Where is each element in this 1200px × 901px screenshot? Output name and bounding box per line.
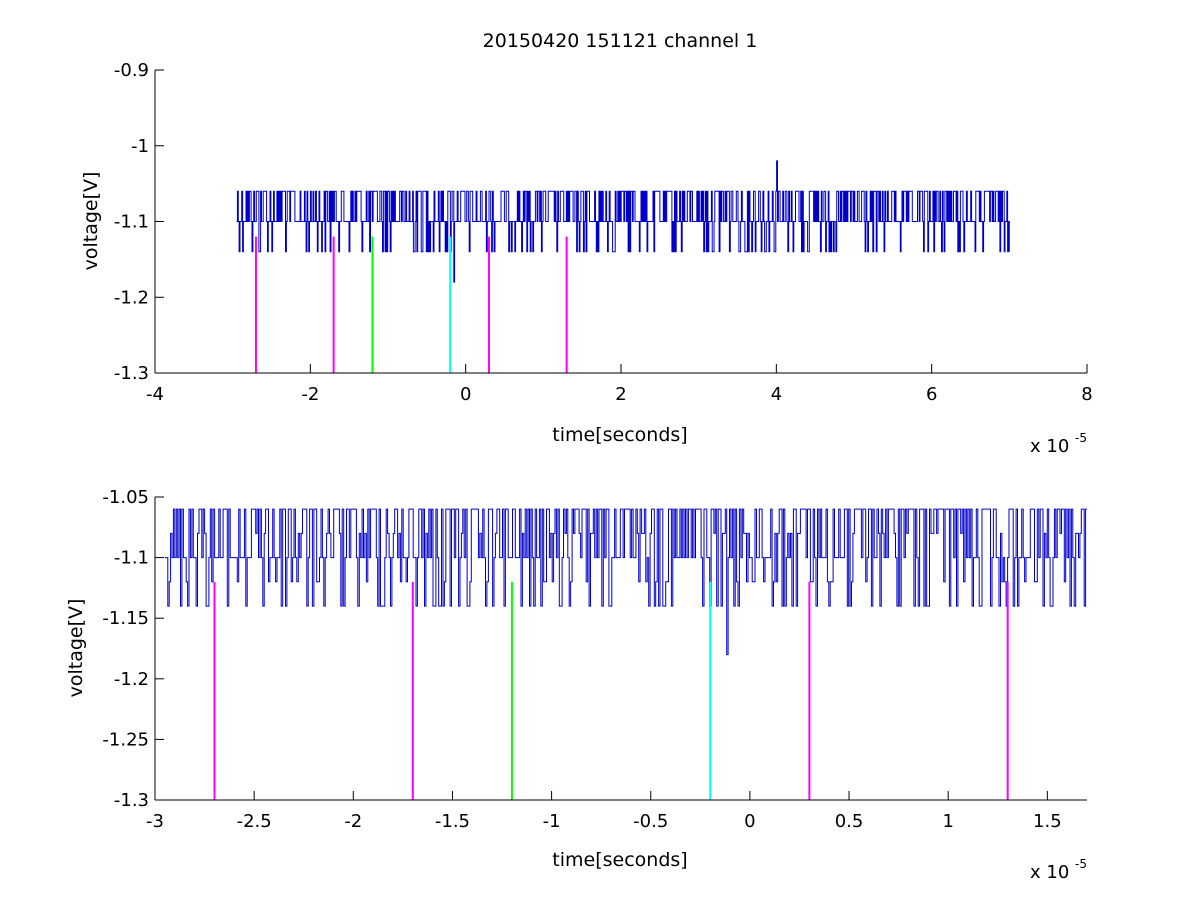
top-y-tick-label: -1.2 bbox=[114, 287, 149, 308]
top-x-tick-label: -4 bbox=[146, 384, 164, 405]
bottom-y-tick-label: -1.3 bbox=[114, 790, 149, 811]
top-y-tick-label: -0.9 bbox=[114, 60, 149, 81]
bottom-x-tick-label: 1.5 bbox=[1033, 811, 1062, 832]
top-x-tick-label: 8 bbox=[1081, 384, 1092, 405]
bottom-y-tick-label: -1.2 bbox=[114, 669, 149, 690]
top-x-tick-label: -2 bbox=[301, 384, 319, 405]
bottom-x-tick-label: -1 bbox=[543, 811, 561, 832]
bottom-signal-trace bbox=[164, 508, 1087, 656]
bottom-x-tick-label: -2 bbox=[344, 811, 362, 832]
top-ylabel: voltage[V] bbox=[80, 172, 102, 271]
top-signal-layer bbox=[236, 160, 1010, 283]
bottom-y-tick-label: -1.15 bbox=[102, 608, 149, 629]
top-y-tick-label: -1.3 bbox=[114, 363, 149, 384]
bottom-x-tick-label: 0.5 bbox=[835, 811, 864, 832]
top-y-tick-label: -1.1 bbox=[114, 212, 149, 233]
top-x-exponent: x 10 -5 bbox=[1030, 431, 1087, 457]
bottom-plot: -3 -2.5 -2 -1.5 -1 -0.5 0 0.5 1 1.5 -1.3 -1.25 -1.2 -… bbox=[65, 487, 1087, 883]
bottom-x-exponent-power: -5 bbox=[1075, 857, 1087, 871]
top-x-exponent-power: -5 bbox=[1075, 431, 1087, 445]
bottom-x-tick-label: -0.5 bbox=[633, 811, 668, 832]
bottom-x-exponent-base: x 10 bbox=[1030, 862, 1069, 883]
top-y-tick-label: -1 bbox=[131, 136, 149, 157]
bottom-y-tick-label: -1.05 bbox=[102, 487, 149, 508]
top-x-tick-label: 2 bbox=[615, 384, 626, 405]
bottom-x-tick-label: -2.5 bbox=[237, 811, 272, 832]
bottom-y-tick-label: -1.25 bbox=[102, 729, 149, 750]
top-axes: -4 -2 0 2 4 6 8 -1.3 -1.2 -1.1 -1 -0.9 bbox=[114, 60, 1093, 405]
top-x-tick-label: 0 bbox=[460, 384, 471, 405]
top-plot: -4 -2 0 2 4 6 8 -1.3 -1.2 -1.1 -1 -0.9 time[seconds… bbox=[80, 60, 1093, 457]
bottom-ylabel: voltage[V] bbox=[65, 599, 87, 698]
top-x-tick-label: 4 bbox=[771, 384, 782, 405]
bottom-x-tick-label: 0 bbox=[744, 811, 755, 832]
top-marker-layer bbox=[254, 236, 568, 373]
bottom-signal-layer bbox=[164, 508, 1087, 656]
bottom-marker-layer bbox=[213, 581, 1009, 800]
bottom-axes: -3 -2.5 -2 -1.5 -1 -0.5 0 0.5 1 1.5 -1.3 -1.25 -1.2 -… bbox=[102, 487, 1087, 832]
bottom-y-tick-label: -1.1 bbox=[114, 548, 149, 569]
figure-title: 20150420 151121 channel 1 bbox=[483, 30, 758, 52]
bottom-xlabel: time[seconds] bbox=[552, 849, 687, 871]
top-xlabel: time[seconds] bbox=[552, 424, 687, 446]
bottom-x-tick-label: 1 bbox=[942, 811, 953, 832]
bottom-x-exponent: x 10 -5 bbox=[1030, 857, 1087, 883]
top-signal-trace bbox=[236, 160, 1010, 283]
bottom-x-tick-label: -1.5 bbox=[435, 811, 470, 832]
bottom-x-tick-label: -3 bbox=[146, 811, 164, 832]
top-x-tick-label: 6 bbox=[926, 384, 937, 405]
top-x-exponent-base: x 10 bbox=[1030, 436, 1069, 457]
